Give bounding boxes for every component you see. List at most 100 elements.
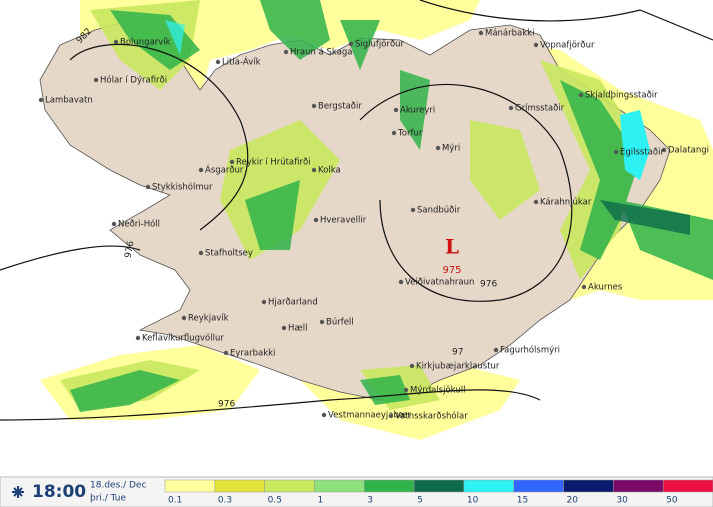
station-label: Vopnafjörður	[540, 41, 595, 51]
station-dot	[348, 41, 354, 47]
station-dot	[393, 107, 399, 113]
legend-swatch	[413, 479, 465, 493]
legend-label: 10	[467, 496, 479, 506]
station-label: Kirkjubæjarklaustur	[416, 362, 500, 372]
legend-swatch	[463, 479, 514, 493]
station-label: Eyrarbakki	[230, 349, 275, 359]
station-dot	[410, 207, 416, 213]
legend-swatch	[164, 479, 216, 493]
station-dot	[435, 145, 441, 151]
station-label: Hjarðarland	[268, 298, 318, 308]
station-dot	[391, 130, 397, 136]
station-label: Ásgarður	[205, 164, 244, 176]
legend-swatch	[513, 479, 564, 493]
legend-label: 30	[616, 496, 628, 506]
station-label: Kolka	[318, 166, 341, 176]
station-dot	[661, 147, 667, 153]
station-label: Bergstaðir	[318, 102, 362, 112]
station-dot	[261, 299, 267, 305]
legend-label: 20	[567, 496, 579, 506]
station-label: Reykir í Hrútafirði	[236, 158, 311, 168]
station-label: Mánárbakki	[485, 29, 534, 39]
station-dot	[493, 347, 499, 353]
station-label: Grímsstaðir	[515, 104, 565, 114]
station-dot	[398, 279, 404, 285]
station-label: Hæll	[288, 324, 307, 334]
station-label: Dalatangi	[668, 146, 709, 156]
station-dot	[198, 167, 204, 173]
station-label: Sandbúðir	[417, 206, 461, 216]
station-label: Hveravellir	[320, 216, 367, 226]
station-label: Torfur	[397, 129, 423, 139]
station-dot	[93, 77, 99, 83]
station-label: Bolungarvík	[120, 38, 171, 48]
isobar-label: 976	[480, 280, 497, 290]
station-label: Egilsstaðir	[620, 148, 664, 158]
legend-label: 0.5	[268, 496, 282, 506]
station-dot	[581, 284, 587, 290]
station-dot	[508, 105, 514, 111]
station-label: Keflavíkurflugvöllur	[142, 334, 224, 344]
isobar-label: 976	[124, 240, 137, 259]
legend-swatch	[563, 479, 614, 493]
station-dot	[38, 97, 44, 103]
legend-swatch	[613, 479, 664, 493]
station-label: Mýri	[442, 144, 460, 154]
station-label: Fagurhólsmýri	[500, 345, 560, 356]
low-pressure: 975	[442, 265, 461, 276]
legend-label: 0.3	[218, 496, 232, 506]
precip-heavy	[165, 20, 690, 235]
station-label: Búrfell	[326, 318, 354, 328]
legend-swatch	[662, 479, 713, 493]
station-dot	[281, 325, 287, 331]
station-dot	[533, 42, 539, 48]
station-dot	[319, 319, 325, 325]
station-dot	[613, 149, 619, 155]
legend-swatch	[314, 479, 365, 493]
station-label: Lambavatn	[45, 96, 93, 106]
legend-label: 0.1	[168, 496, 182, 506]
station-label: Hólar í Dýrafirði	[100, 75, 167, 86]
station-label: Akureyri	[400, 106, 435, 116]
low-symbol: L	[445, 235, 459, 259]
station-label: Skjaldþingsstaðir	[585, 91, 658, 101]
station-dot	[311, 167, 317, 173]
station-dot	[223, 350, 229, 356]
date: 18.des./ Dec	[90, 481, 146, 491]
isobar-label: 97	[452, 348, 463, 358]
station-label: Litla-Ávík	[222, 56, 261, 68]
station-dot	[478, 30, 484, 36]
station-dot	[198, 250, 204, 256]
legend-swatch	[364, 479, 415, 493]
legend-label: 50	[666, 496, 678, 506]
station-label: Stykkishólmur	[152, 182, 213, 193]
station-dot	[313, 217, 319, 223]
station-label: Kárahnjúkar	[540, 198, 592, 208]
station-label: Hraun á Skaga	[290, 48, 352, 58]
station-dot	[403, 387, 409, 393]
station-label: Vestmannaeyjabær	[328, 411, 411, 421]
isobar-label: 976	[218, 400, 235, 410]
station-dot	[215, 59, 221, 65]
station-dot	[113, 39, 119, 45]
station-label: Siglufjörður	[355, 40, 405, 50]
station-label: Vatnsskarðshólar	[395, 411, 468, 422]
legend-label: 1	[317, 496, 323, 506]
legend-swatch	[214, 479, 265, 493]
station-label: Veiðivatnahraun	[405, 278, 474, 288]
legend-label: 15	[517, 496, 528, 506]
station-label: Reykjavík	[188, 314, 229, 324]
isobars	[0, 0, 713, 421]
station-label: Neðri-Hóll	[118, 219, 160, 230]
stations: Bolungarvík Hólar í Dýrafirði Lambavatn Lit…	[38, 29, 709, 422]
station-dot	[388, 413, 394, 419]
station-dot	[111, 221, 117, 227]
station-label: Mýrdalsjökull	[410, 386, 465, 396]
station-dot	[578, 92, 584, 98]
station-label: Stafholtsey	[205, 249, 253, 259]
station-dot	[311, 103, 317, 109]
station-label: Akurnes	[588, 283, 623, 293]
station-dot	[145, 184, 151, 190]
legend: 0.1 0.3 0.5 1 3 5 10 15 20 30 50	[164, 479, 713, 506]
